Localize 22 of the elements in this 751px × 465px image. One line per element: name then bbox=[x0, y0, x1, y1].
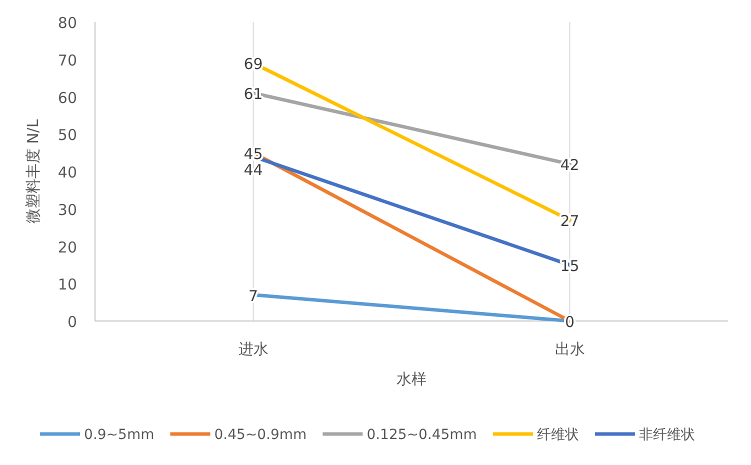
x-tick-label: 进水 bbox=[238, 340, 268, 358]
y-tick-label: 40 bbox=[58, 164, 77, 182]
legend-label: 0.45~0.9mm bbox=[214, 427, 307, 443]
data-label: 44 bbox=[244, 160, 263, 179]
x-tick-label: 出水 bbox=[554, 340, 585, 358]
y-tick-label: 60 bbox=[58, 88, 77, 107]
y-tick-label: 50 bbox=[58, 126, 77, 144]
x-axis-title: 水样 bbox=[396, 370, 426, 388]
legend-label: 纤维状 bbox=[536, 427, 579, 443]
legend-label: 0.125~0.45mm bbox=[366, 427, 477, 443]
y-tick-label: 0 bbox=[67, 313, 77, 331]
data-label: 27 bbox=[560, 212, 580, 230]
legend-label: 0.9~5mm bbox=[84, 427, 154, 443]
y-axis-title: 微塑料丰度 N/L bbox=[24, 118, 42, 224]
y-tick-label: 10 bbox=[58, 276, 77, 294]
legend-label: 非纤维状 bbox=[638, 427, 695, 443]
y-tick-label: 70 bbox=[58, 51, 77, 70]
y-tick-label: 30 bbox=[58, 200, 77, 219]
data-label: 61 bbox=[244, 85, 263, 104]
y-tick-label: 20 bbox=[58, 238, 77, 256]
data-label: 42 bbox=[560, 156, 580, 174]
y-tick-label: 80 bbox=[58, 14, 77, 32]
